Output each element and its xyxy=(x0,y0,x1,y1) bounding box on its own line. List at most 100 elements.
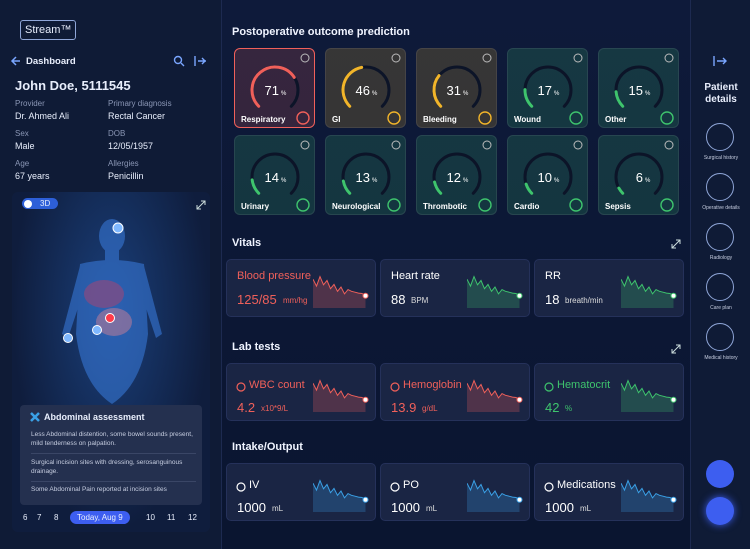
right-panel: Patient details Surgical history Operativ… xyxy=(690,0,750,549)
sparkline-area xyxy=(467,480,520,512)
field-label: Sex xyxy=(15,129,29,138)
sparkline-end xyxy=(516,396,523,403)
detail-button[interactable] xyxy=(706,273,734,301)
gauge-track xyxy=(523,152,573,195)
metric-icon xyxy=(390,482,400,492)
sparkline-line xyxy=(467,379,520,401)
field-label: Provider xyxy=(15,99,45,108)
icon-shape xyxy=(544,382,554,392)
expand-icon[interactable] xyxy=(671,239,681,249)
category-icon xyxy=(569,111,583,125)
field-value: 12/05/1957 xyxy=(108,141,154,151)
outcome-unit: % xyxy=(554,178,560,184)
patient-name: John Doe, 5111545 xyxy=(15,78,131,93)
timeline-day[interactable]: 6 xyxy=(23,513,28,522)
note: Some Abdominal Pain reported at incision… xyxy=(31,486,167,493)
metric-unit: breath/min xyxy=(565,296,603,305)
category-icon xyxy=(296,111,310,125)
outcome-value: 10 xyxy=(538,170,552,185)
view-toggle[interactable]: 3D xyxy=(22,198,59,209)
outcome-value: 14 xyxy=(265,170,279,185)
gauge-arc xyxy=(432,74,443,108)
body-model xyxy=(62,219,162,404)
metric-icon xyxy=(390,382,400,392)
metric-value: 13.9 xyxy=(391,400,417,415)
metric-unit: x10*9/L xyxy=(261,404,289,413)
metric-label: Medications xyxy=(557,479,616,491)
outcome-label: Cardio xyxy=(514,202,539,211)
metric-value: 1000 xyxy=(391,500,420,515)
timeline-day[interactable]: 10 xyxy=(146,513,155,522)
info-icon xyxy=(391,53,401,63)
outcome-card[interactable]: 12% Thrombotic xyxy=(416,135,497,215)
sparkline-line xyxy=(467,275,520,297)
outcome-card[interactable]: 46% GI xyxy=(325,48,406,128)
category-icon xyxy=(660,111,674,125)
category-icon xyxy=(387,111,401,125)
voice-button[interactable] xyxy=(706,497,734,525)
metric-value: 125/85 xyxy=(237,292,277,307)
timeline-day[interactable]: 12 xyxy=(188,513,197,522)
trend-sparkline xyxy=(621,479,677,512)
metric-card: RR 18 breath/min xyxy=(534,259,684,317)
detail-button[interactable] xyxy=(706,123,734,151)
edit-button[interactable] xyxy=(706,460,734,488)
metric-icon xyxy=(236,482,246,492)
gauge: 12 % Thrombotic xyxy=(423,140,492,212)
timeline-day[interactable]: 7 xyxy=(37,513,42,522)
sparkline-area xyxy=(313,380,366,412)
outcome-card[interactable]: 17% Wound xyxy=(507,48,588,128)
logo[interactable]: Stream™ xyxy=(20,20,77,40)
timeline-day[interactable]: 8 xyxy=(54,513,59,522)
metric-value: 18 xyxy=(545,292,560,307)
outcome-label: Urinary xyxy=(241,202,270,211)
field-value: Dr. Ahmed Ali xyxy=(15,111,70,121)
detail-label: Surgical history xyxy=(703,155,739,161)
outcome-unit: % xyxy=(372,91,378,97)
outcome-value: 13 xyxy=(356,170,370,185)
sparkline-line xyxy=(621,275,674,297)
detail-button[interactable] xyxy=(706,323,734,351)
metric-value: 1000 xyxy=(545,500,574,515)
gauge: 46 % GI xyxy=(332,53,401,125)
outcome-unit: % xyxy=(372,178,378,184)
section-title: Lab tests xyxy=(232,341,281,353)
field-value: Male xyxy=(15,141,35,151)
expand-icon[interactable] xyxy=(196,200,206,210)
outcome-unit: % xyxy=(645,91,651,97)
outcome-card[interactable]: 13% Neurological xyxy=(325,135,406,215)
assessment-title: Abdominal assessment xyxy=(44,412,145,422)
detail-button[interactable] xyxy=(706,223,734,251)
outcome-card[interactable]: 31% Bleeding xyxy=(416,48,497,128)
sidebar: Stream™ Dashboard John Doe, 5111545 3D A… xyxy=(0,0,222,549)
gauge: 10 % Cardio xyxy=(514,140,583,212)
metric-label: RR xyxy=(545,270,561,282)
outcome-card[interactable]: 14% Urinary xyxy=(234,135,315,215)
gauge-arc xyxy=(250,178,261,195)
outcome-label: Other xyxy=(605,115,626,124)
gauge: 13 % Neurological xyxy=(332,140,401,212)
sparkline-end xyxy=(362,292,369,299)
outcome-card[interactable]: 71% Respiratory xyxy=(234,48,315,128)
nav-icons[interactable] xyxy=(173,55,213,67)
outcome-card[interactable]: 15% Other xyxy=(598,48,679,128)
sparkline-end xyxy=(516,496,523,503)
outcome-card[interactable]: 10% Cardio xyxy=(507,135,588,215)
detail-button[interactable] xyxy=(706,173,734,201)
field-label: Allergies xyxy=(108,159,139,168)
info-icon xyxy=(391,140,401,150)
back-icon[interactable] xyxy=(10,55,22,67)
outcome-unit: % xyxy=(463,91,469,97)
section-title: Vitals xyxy=(232,237,262,249)
metric-value: 1000 xyxy=(237,500,266,515)
timeline-today[interactable]: Today, Aug 9 xyxy=(70,511,130,524)
gauge: 15 % Other xyxy=(605,53,674,125)
expand-icon[interactable] xyxy=(671,344,681,354)
metric-value: 88 xyxy=(391,292,406,307)
timeline-day[interactable]: 11 xyxy=(167,513,176,522)
outcome-unit: % xyxy=(281,178,287,184)
info-icon xyxy=(573,140,583,150)
collapse-icon[interactable] xyxy=(713,56,727,66)
outcome-card[interactable]: 6% Sepsis xyxy=(598,135,679,215)
trend-sparkline xyxy=(313,275,369,308)
